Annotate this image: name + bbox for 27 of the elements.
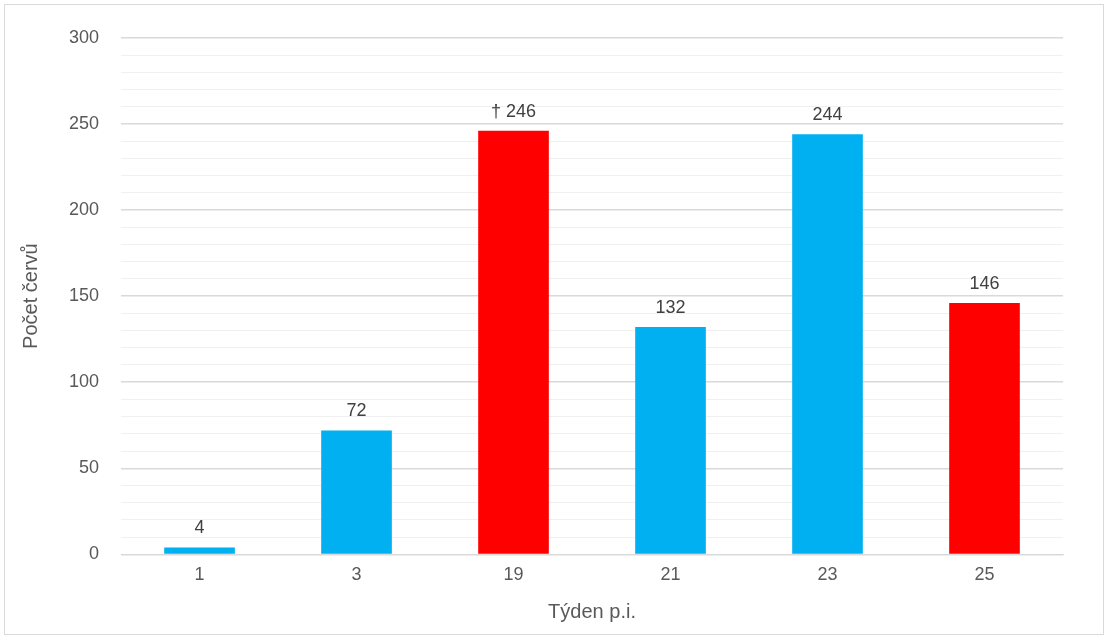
y-tick-label: 50: [79, 457, 100, 478]
x-tick-label: 21: [660, 564, 681, 585]
bar: [635, 327, 706, 554]
x-tick-label: 19: [503, 564, 524, 585]
y-tick-label: 0: [89, 543, 100, 564]
y-tick-label: 300: [68, 26, 100, 47]
x-tick-label: 1: [194, 564, 205, 585]
data-label: † 246: [491, 100, 537, 121]
bar: [478, 130, 549, 554]
x-tick-label: 23: [817, 564, 838, 585]
y-tick-label: 150: [68, 285, 100, 306]
data-label: 244: [812, 104, 843, 125]
data-label: 132: [655, 297, 686, 318]
x-axis-title: Týden p.i.: [548, 599, 636, 622]
data-label: 72: [346, 400, 367, 421]
y-axis-title: Počet červů: [18, 243, 41, 349]
bar: [164, 547, 235, 554]
y-tick-label: 250: [68, 112, 100, 133]
bar: [321, 430, 392, 554]
bar: [792, 134, 863, 554]
data-label: 146: [969, 272, 1000, 293]
y-tick-label: 100: [68, 371, 100, 392]
x-tick-label: 3: [351, 564, 362, 585]
bar: [949, 302, 1020, 554]
data-label: 4: [194, 517, 205, 538]
x-tick-label: 25: [974, 564, 995, 585]
y-tick-label: 200: [68, 198, 100, 219]
